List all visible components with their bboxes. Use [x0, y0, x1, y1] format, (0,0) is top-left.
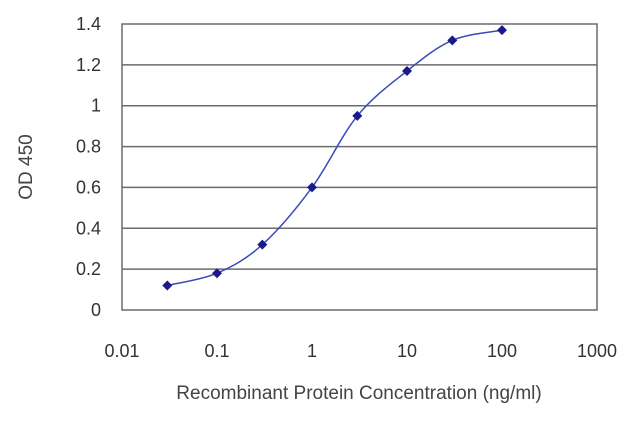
y-tick-label: 0: [91, 300, 101, 320]
x-tick-label: 100: [487, 341, 517, 361]
x-axis-tick-labels: 0.01 0.1 1 10 100 1000: [104, 341, 617, 361]
y-tick-label: 0.2: [76, 259, 101, 279]
y-tick-label: 1: [91, 96, 101, 116]
data-point: [162, 280, 173, 291]
y-tick-label: 1.4: [76, 14, 101, 34]
x-tick-label: 10: [397, 341, 417, 361]
y-tick-label: 1.2: [76, 55, 101, 75]
x-tick-label: 0.1: [204, 341, 229, 361]
data-point: [307, 182, 317, 193]
y-tick-label: 0.4: [76, 218, 101, 238]
grid-lines: [122, 64, 597, 270]
data-point: [257, 239, 268, 250]
y-axis-title: OD 450: [16, 134, 37, 199]
data-point: [402, 65, 412, 76]
data-point: [447, 35, 458, 46]
plot-area-frame: [121, 23, 598, 311]
y-tick-label: 0.8: [76, 137, 101, 157]
data-point: [212, 268, 222, 279]
series-line: [167, 29, 503, 287]
y-axis-tick-labels: 0 0.2 0.4 0.6 0.8 1 1.2 1.4: [76, 14, 101, 320]
x-tick-label: 1000: [577, 341, 617, 361]
data-point: [497, 25, 507, 36]
y-tick-label: 0.6: [76, 177, 101, 197]
x-tick-label: 0.01: [104, 341, 139, 361]
data-points: [162, 25, 507, 291]
x-axis-title: Recombinant Protein Concentration (ng/ml…: [176, 383, 541, 404]
x-tick-label: 1: [307, 341, 317, 361]
data-point: [352, 110, 363, 121]
